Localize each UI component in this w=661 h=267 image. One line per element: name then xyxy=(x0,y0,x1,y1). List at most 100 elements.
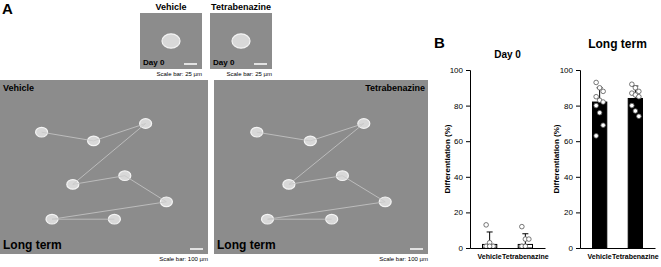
x-tick-label: Vehicle xyxy=(478,253,502,260)
data-point xyxy=(601,100,606,105)
y-tick: 80 xyxy=(454,102,470,111)
scale-bar xyxy=(184,63,197,65)
y-tick-mark xyxy=(576,177,580,178)
x-axis: VehicleTetrabenazine xyxy=(581,248,659,260)
neurite xyxy=(289,124,364,185)
chart-title: Long term xyxy=(588,37,647,51)
y-tick: 60 xyxy=(564,137,580,146)
y-tick-label: 100 xyxy=(450,66,464,75)
data-point xyxy=(637,94,642,99)
x-axis-line xyxy=(471,248,546,249)
neurite xyxy=(52,202,166,219)
neurite xyxy=(257,132,311,141)
y-axis: 020406080100 xyxy=(450,66,471,253)
data-point xyxy=(594,80,599,85)
image-header: Tetrabenazine xyxy=(211,2,271,12)
data-point xyxy=(594,103,599,108)
y-tick-mark xyxy=(466,177,470,178)
y-tick-label: 20 xyxy=(564,208,573,217)
y-tick: 20 xyxy=(564,208,580,217)
neurite xyxy=(268,219,332,220)
micrograph xyxy=(0,80,208,254)
y-tick: 0 xyxy=(459,244,470,253)
data-point xyxy=(637,89,642,94)
micrograph xyxy=(214,80,428,254)
panel-label: B xyxy=(434,34,445,51)
data-point xyxy=(520,224,525,229)
y-tick-mark xyxy=(466,106,470,107)
neurite xyxy=(73,176,125,185)
x-tick: Vehicle xyxy=(478,248,502,260)
y-tick-mark xyxy=(576,248,580,249)
scale-bar-label: Scale bar: 25 µm xyxy=(227,71,272,77)
data-point xyxy=(601,123,606,128)
data-point xyxy=(597,86,602,91)
x-axis: VehicleTetrabenazine xyxy=(471,248,549,260)
x-axis-line xyxy=(581,248,656,249)
y-tick-label: 80 xyxy=(454,102,463,111)
bar xyxy=(593,102,607,248)
scale-bar-label: Scale bar: 100 µm xyxy=(379,256,428,262)
y-tick-mark xyxy=(466,248,470,249)
y-tick: 40 xyxy=(564,173,580,182)
data-point xyxy=(630,103,635,108)
micrograph xyxy=(140,13,202,69)
y-tick: 40 xyxy=(454,173,470,182)
image-caption: Long term xyxy=(217,238,276,252)
neurite xyxy=(342,176,385,202)
y-tick: 100 xyxy=(450,66,470,75)
image-header: Vehicle xyxy=(3,83,34,93)
y-tick: 100 xyxy=(560,66,580,75)
data-point xyxy=(484,223,489,228)
scale-bar-label: Scale bar: 25 µm xyxy=(157,71,202,77)
x-tick-label: Tetrabenazine xyxy=(502,253,549,260)
scale-bar xyxy=(410,248,423,250)
y-tick-mark xyxy=(576,141,580,142)
micrograph-background xyxy=(214,80,428,254)
y-axis-line xyxy=(576,71,581,249)
y-tick-label: 40 xyxy=(454,173,463,182)
y-axis-title: Differentiation (%) xyxy=(443,124,452,193)
scale-bar-label: Scale bar: 100 µm xyxy=(159,256,208,262)
bar xyxy=(518,244,532,248)
y-tick-label: 0 xyxy=(569,244,574,253)
x-tick: Vehicle xyxy=(588,248,612,260)
plot-area xyxy=(593,80,643,248)
y-tick-label: 60 xyxy=(454,137,463,146)
panel-label: A xyxy=(2,0,13,17)
image-caption: Day 0 xyxy=(143,58,165,67)
y-tick: 0 xyxy=(569,244,580,253)
scale-bar xyxy=(254,63,267,65)
chart-title: Day 0 xyxy=(494,49,521,60)
data-point xyxy=(597,110,602,115)
image-caption: Long term xyxy=(3,238,62,252)
y-tick-label: 60 xyxy=(564,137,573,146)
scale-bar xyxy=(190,248,203,250)
data-point xyxy=(487,244,492,248)
bar xyxy=(483,244,497,248)
error-cap xyxy=(487,231,493,232)
data-point xyxy=(594,134,599,139)
x-tick-label: Vehicle xyxy=(588,253,612,260)
y-axis: 0 20 40 60 80 100 xyxy=(560,66,581,253)
x-tick: Tetrabenazine xyxy=(502,248,549,260)
neurite xyxy=(125,176,167,202)
neurite xyxy=(289,176,343,185)
y-tick-label: 100 xyxy=(560,66,574,75)
image-header: Vehicle xyxy=(155,2,186,12)
y-tick-label: 80 xyxy=(564,102,573,111)
data-point xyxy=(523,244,528,248)
y-tick: 60 xyxy=(454,137,470,146)
data-point xyxy=(630,82,635,87)
neurite xyxy=(52,219,114,220)
x-tick: Tetrabenazine xyxy=(612,248,659,260)
error-cap xyxy=(522,233,528,234)
neurite xyxy=(94,124,146,141)
micrograph xyxy=(210,13,272,69)
x-tick-label: Tetrabenazine xyxy=(612,253,659,260)
image-header: Tetrabenazine xyxy=(365,83,425,93)
y-axis-title: Differentiation (%) xyxy=(552,124,561,193)
data-point xyxy=(633,86,638,91)
y-axis-line xyxy=(466,71,471,249)
micrograph-background xyxy=(210,13,272,69)
